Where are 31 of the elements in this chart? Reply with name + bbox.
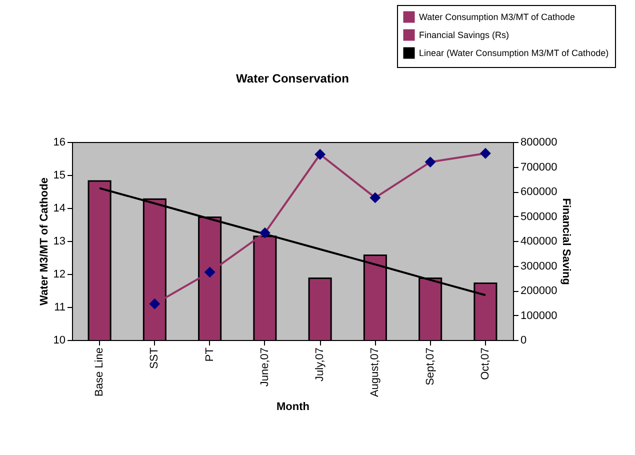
x-tick-label: August,07 bbox=[369, 348, 382, 398]
x-tick-label: Sept,07 bbox=[424, 348, 436, 386]
y-tick-label: 11 bbox=[54, 302, 66, 314]
y2-tick-label: 500000 bbox=[520, 210, 558, 223]
x-tick-label: June,07 bbox=[258, 348, 271, 387]
x-tick-label: PT bbox=[204, 347, 216, 362]
x-tick-label: Oct,07 bbox=[479, 348, 492, 380]
x-axis-title: Month bbox=[276, 401, 310, 414]
x-tick-label: July,07 bbox=[314, 348, 326, 382]
y2-axis-title: Financial Saving bbox=[560, 198, 572, 285]
y2-tick-label: 200000 bbox=[520, 285, 558, 297]
y-tick-label: 13 bbox=[53, 236, 66, 248]
y-tick-label: 10 bbox=[53, 334, 66, 346]
y2-tick-label: 700000 bbox=[520, 161, 558, 174]
legend-label: Water Consumption M3/MT of Cathode bbox=[419, 12, 576, 22]
y2-tick-label: 600000 bbox=[520, 186, 558, 198]
y2-tick-label: 800000 bbox=[520, 136, 558, 148]
y-tick-label: 14 bbox=[53, 202, 66, 214]
x-tick-label: Base Line bbox=[94, 348, 106, 396]
y-axis-title: Water M3/MT of Cathode bbox=[38, 178, 50, 306]
x-tick-label: SST bbox=[148, 347, 161, 369]
y-tick-label: 12 bbox=[53, 268, 66, 280]
legend-label: Financial Savings (Rs) bbox=[419, 30, 510, 40]
chart-title: Water Conservation bbox=[236, 72, 349, 86]
y2-tick-label: 100000 bbox=[520, 310, 558, 322]
legend-label: Linear (Water Consumption M3/MT of Cathode) bbox=[419, 48, 609, 58]
y2-tick-label: 0 bbox=[520, 334, 527, 346]
y2-tick-label: 400000 bbox=[520, 236, 558, 248]
y-tick-label: 15 bbox=[53, 170, 66, 182]
y2-tick-label: 300000 bbox=[520, 260, 558, 272]
y-tick-label: 16 bbox=[53, 136, 66, 148]
